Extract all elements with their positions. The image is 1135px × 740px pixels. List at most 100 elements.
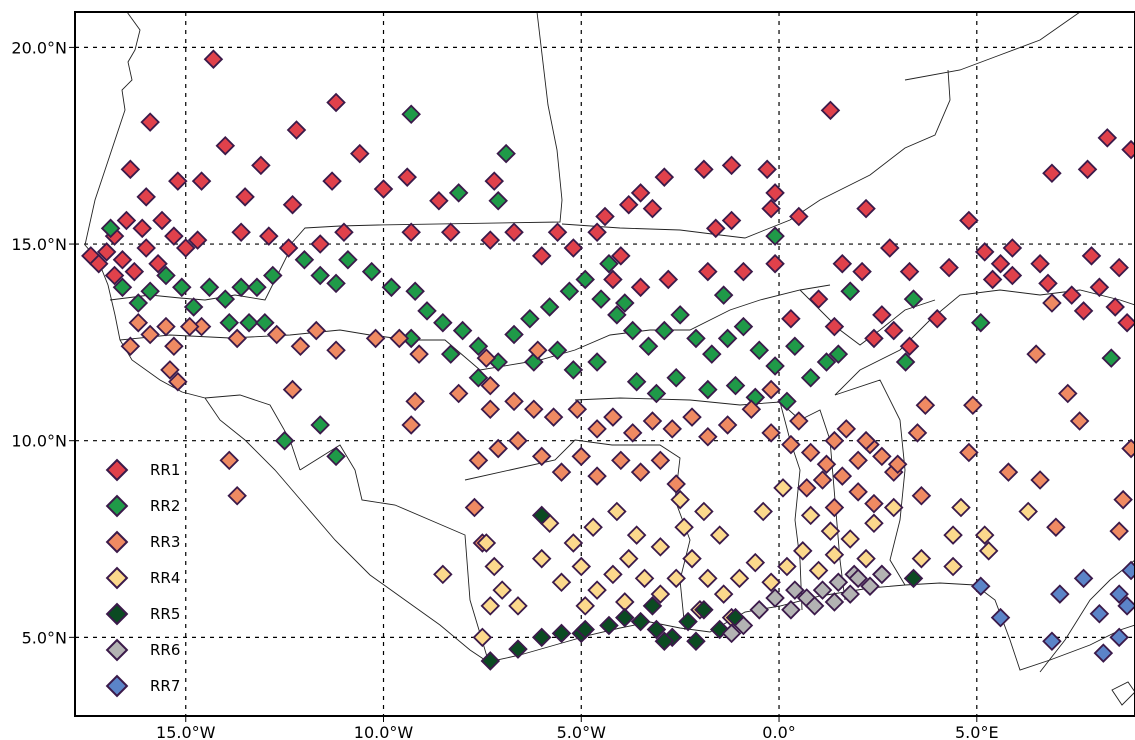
legend-label-rr2: RR2 — [150, 497, 181, 515]
station-marker-rr3 — [698, 427, 718, 447]
station-marker-rr4 — [433, 564, 453, 585]
station-marker-rr3 — [1046, 517, 1066, 537]
station-marker-rr1 — [1077, 159, 1098, 180]
station-marker-rr3 — [567, 399, 588, 419]
station-marker-rr1 — [959, 210, 979, 231]
coastline — [84, 11, 1135, 671]
station-marker-rr1 — [939, 257, 959, 278]
station-marker-rr1 — [215, 135, 236, 156]
station-marker-rr3 — [480, 375, 501, 396]
legend-item-rr4: RR4 — [104, 560, 180, 596]
station-marker-rr6 — [812, 580, 833, 600]
station-marker-rr3 — [543, 407, 564, 427]
station-marker-rr2 — [496, 143, 516, 164]
station-marker-rr2 — [599, 253, 619, 274]
station-marker-rr6 — [721, 623, 742, 644]
station-marker-rr1 — [187, 230, 208, 250]
station-marker-rr1 — [698, 261, 718, 282]
axis-ticks: 15.0°W 10.0°W 5.0°W 0.0° 5.0°E 5.0°N 10.0°N 15.… — [11, 38, 998, 740]
station-marker-rr7 — [1050, 584, 1070, 604]
station-marker-rr3 — [650, 450, 671, 471]
station-marker-rr1 — [152, 210, 172, 231]
station-marker-rr1 — [642, 198, 663, 219]
station-marker-rr1 — [484, 171, 505, 191]
station-marker-rr1 — [872, 305, 892, 325]
station-marker-rr3 — [611, 450, 631, 471]
series-rr5 — [480, 505, 924, 671]
legend-label-rr5: RR5 — [150, 605, 181, 623]
station-marker-rr2 — [563, 360, 584, 380]
station-marker-rr3 — [856, 430, 876, 451]
station-marker-rr4 — [531, 548, 552, 569]
border-benin-nigeria — [834, 379, 906, 586]
station-marker-rr2 — [903, 289, 924, 309]
station-marker-rr3 — [824, 497, 845, 518]
station-marker-rr1 — [310, 234, 330, 254]
station-marker-rr1 — [1002, 238, 1023, 258]
legend-marker-rr5 — [105, 602, 129, 626]
border-togo-benin — [799, 409, 846, 601]
station-marker-rr2 — [575, 269, 595, 290]
legend-marker-rr6 — [105, 638, 129, 662]
x-tick-label: 5.0°W — [557, 723, 606, 740]
station-marker-rr7 — [1109, 627, 1129, 648]
station-marker-rr2 — [468, 336, 489, 357]
legend-marker-rr4 — [105, 566, 129, 590]
station-marker-rr1 — [350, 143, 370, 164]
station-marker-rr7 — [1093, 643, 1114, 663]
station-marker-rr1 — [373, 179, 394, 199]
station-marker-rr1 — [136, 238, 156, 258]
station-marker-rr2 — [452, 320, 473, 341]
station-marker-rr3 — [227, 328, 247, 349]
legend-item-rr6: RR6 — [104, 632, 180, 668]
station-marker-rr3 — [464, 497, 485, 518]
station-marker-rr6 — [733, 615, 754, 636]
station-marker-rr3 — [1109, 521, 1129, 541]
legend-marker-rr3 — [105, 530, 129, 554]
station-marker-rr1 — [1109, 257, 1129, 278]
station-marker-rr1 — [880, 238, 900, 258]
station-marker-rr1 — [603, 269, 623, 290]
x-tick-label: 0.0° — [762, 723, 795, 740]
station-marker-rr2 — [239, 312, 259, 333]
legend-item-rr7: RR7 — [104, 668, 180, 704]
station-marker-rr3 — [306, 320, 327, 341]
station-marker-rr2 — [1101, 348, 1122, 368]
station-marker-rr6 — [804, 596, 825, 616]
station-marker-rr4 — [650, 584, 671, 604]
station-marker-rr4 — [476, 533, 497, 553]
station-marker-rr7 — [1073, 568, 1094, 589]
station-marker-rr1 — [397, 167, 417, 187]
station-marker-rr1 — [322, 171, 342, 191]
station-marker-rr2 — [361, 261, 382, 282]
station-marker-rr5 — [551, 623, 572, 644]
station-marker-rr3 — [409, 344, 429, 364]
station-marker-rr3 — [587, 419, 607, 439]
border-liberia — [299, 444, 489, 661]
station-marker-rr2 — [156, 265, 176, 286]
station-marker-rr4 — [583, 517, 603, 537]
station-marker-rr1 — [852, 261, 872, 282]
station-marker-rr3 — [781, 434, 801, 455]
series-rr2 — [100, 104, 1122, 467]
station-marker-rr3 — [1121, 438, 1135, 459]
station-marker-rr1 — [820, 100, 841, 121]
station-marker-rr1 — [191, 171, 212, 191]
legend-label-rr4: RR4 — [150, 569, 181, 587]
station-marker-rr4 — [472, 627, 493, 648]
station-marker-rr4 — [777, 556, 797, 577]
station-marker-rr1 — [88, 253, 109, 274]
station-marker-rr4 — [563, 533, 584, 553]
station-marker-rr5 — [615, 607, 635, 628]
station-marker-rr7 — [1109, 584, 1129, 604]
series-rr1 — [81, 49, 1135, 357]
station-marker-rr1 — [124, 261, 145, 282]
station-marker-rr4 — [745, 552, 766, 573]
station-marker-rr5 — [630, 611, 651, 632]
station-marker-rr1 — [974, 242, 995, 262]
station-marker-rr3 — [120, 336, 141, 357]
legend-label-rr3: RR3 — [150, 533, 181, 551]
station-marker-rr1 — [927, 309, 947, 329]
station-marker-rr3 — [508, 430, 528, 451]
station-marker-rr2 — [895, 352, 916, 372]
